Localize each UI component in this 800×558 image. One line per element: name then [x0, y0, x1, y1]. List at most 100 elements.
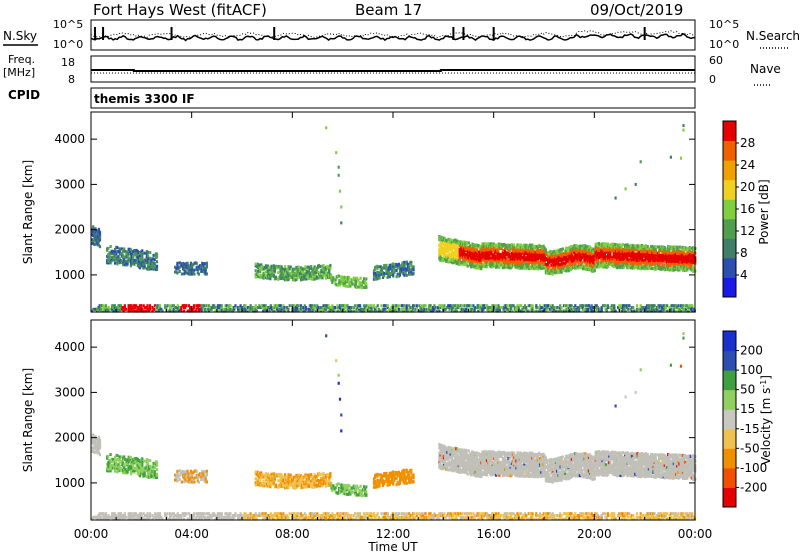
power-cell: [110, 245, 112, 248]
power-cell: [257, 275, 259, 278]
power-data-layer: [91, 124, 696, 313]
power-cell: [637, 259, 639, 262]
power-cell: [287, 308, 289, 311]
power-cell: [392, 274, 394, 277]
power-cell: [149, 304, 151, 307]
velocity-cell: [125, 516, 127, 519]
velocity-cell: [305, 514, 307, 517]
colorbar-tick-label: 12: [740, 224, 755, 238]
power-cell: [373, 304, 375, 307]
colorbar-segment: [723, 199, 736, 219]
power-cell: [355, 280, 357, 283]
freq-label-2: [MHz]: [3, 66, 35, 79]
velocity-cell: [105, 512, 107, 515]
power-cell: [495, 304, 497, 307]
power-cell: [141, 253, 143, 256]
y-tick-label: 3000: [54, 177, 85, 191]
power-cell: [383, 272, 385, 275]
power-cell: [560, 306, 562, 309]
power-cell: [107, 247, 109, 250]
power-cell: [187, 262, 189, 265]
power-cell: [284, 265, 286, 268]
velocity-cell: [229, 512, 231, 515]
power-cell: [176, 272, 178, 275]
power-cell: [393, 269, 395, 272]
freq-left-tick-bottom: 8: [68, 73, 75, 86]
power-cell: [682, 304, 684, 307]
power-cell: [403, 264, 405, 267]
power-cell: [273, 274, 275, 277]
velocity-cell: [398, 516, 400, 519]
power-cell: [318, 306, 320, 309]
power-cell: [193, 273, 195, 276]
power-cell: [159, 304, 161, 307]
power-cell: [328, 304, 330, 307]
power-cell: [167, 304, 169, 307]
power-cell: [221, 304, 223, 307]
velocity-cell: [350, 514, 352, 517]
power-cell: [206, 262, 208, 265]
power-cell: [340, 221, 342, 224]
power-cell: [592, 248, 594, 251]
colorbar-tick-label: 16: [740, 202, 755, 216]
power-cell: [470, 304, 472, 307]
velocity-cell: [377, 512, 379, 515]
power-cell: [385, 264, 387, 267]
velocity-cell: [328, 512, 330, 515]
velocity-cell: [354, 512, 356, 515]
power-cell: [376, 265, 378, 268]
power-cell: [289, 304, 291, 307]
power-cell: [361, 286, 363, 289]
velocity-cell: [553, 514, 555, 517]
power-cell: [114, 262, 116, 265]
power-cell: [413, 304, 415, 307]
velocity-cell: [234, 512, 236, 515]
power-cell: [604, 304, 606, 307]
velocity-cell: [318, 514, 320, 517]
velocity-cell: [413, 512, 415, 515]
colorbar-segment: [723, 160, 736, 180]
velocity-cell: [470, 512, 472, 515]
power-cell: [179, 270, 181, 273]
power-cell: [666, 304, 668, 307]
power-cell: [607, 304, 609, 307]
colorbar-segment: [723, 219, 736, 239]
velocity-cell: [100, 516, 102, 519]
power-cell: [548, 266, 550, 269]
power-cell: [380, 304, 382, 307]
power-cell: [406, 304, 408, 307]
power-cell: [379, 277, 381, 280]
power-cell: [387, 276, 389, 279]
velocity-cell: [359, 512, 361, 515]
power-cell: [154, 262, 156, 265]
power-cell: [691, 304, 693, 307]
power-cell: [285, 275, 287, 278]
velocity-cell: [435, 514, 437, 517]
power-cell: [319, 265, 321, 268]
cpid-label: CPID: [8, 88, 40, 102]
power-cell: [270, 265, 272, 268]
power-cell: [149, 251, 151, 254]
power-cell: [156, 260, 158, 263]
power-cell: [676, 246, 678, 249]
power-cell: [359, 304, 361, 307]
power-cell: [338, 174, 340, 177]
power-cell: [506, 258, 508, 261]
power-cell: [680, 157, 682, 160]
velocity-cell: [149, 512, 151, 515]
power-cell: [525, 306, 527, 309]
power-cell: [410, 264, 412, 267]
power-cell: [570, 304, 572, 307]
power-cell: [338, 166, 340, 169]
power-panel-frame: [91, 112, 695, 312]
power-cell: [531, 304, 533, 307]
velocity-cell: [185, 512, 187, 515]
power-cbar-label: Power [dB]: [757, 179, 771, 244]
noise-left-tick-top: 10^5: [53, 18, 83, 31]
velocity-cell: [370, 512, 372, 515]
power-cell: [377, 304, 379, 307]
power-cell: [632, 306, 634, 309]
colorbar-segment: [723, 141, 736, 161]
velocity-cell: [500, 514, 502, 517]
beam-label: Beam 17: [355, 1, 422, 19]
